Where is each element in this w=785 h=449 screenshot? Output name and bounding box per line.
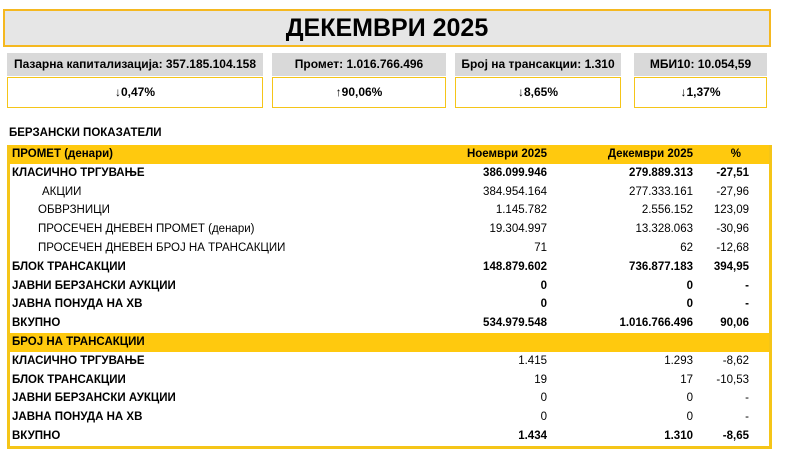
cell-lab: ЈАВНИ БЕРЗАНСКИ АУКЦИИ bbox=[12, 279, 176, 292]
cell-nov: 19.304.997 bbox=[489, 223, 547, 236]
transactions-header: БРОЈ НА ТРАНСАКЦИИ bbox=[10, 332, 769, 352]
cell-pct: -12,68 bbox=[716, 241, 749, 254]
table-row: АКЦИИ 384.954.164 277.333.161 -27,96 bbox=[10, 183, 769, 202]
cell-pct: 90,06 bbox=[720, 317, 749, 330]
stat-label: Број на трансакции: 1.310 bbox=[455, 53, 621, 76]
stat-change: ↓0,47% bbox=[7, 77, 263, 108]
stat-change: ↓8,65% bbox=[455, 77, 621, 108]
cell-nov: 1.145.782 bbox=[495, 204, 547, 217]
cell-dec: 0 bbox=[686, 279, 693, 292]
indicators-table: ПРОМЕТ (денари) Ноември 2025 Декември 20… bbox=[7, 145, 772, 449]
cell-lab: БЛОК ТРАНСАКЦИИ bbox=[12, 373, 126, 386]
table-row: КЛАСИЧНО ТРГУВАЊЕ 1.415 1.293 -8,62 bbox=[10, 352, 769, 371]
cell-pct: - bbox=[745, 392, 749, 405]
cell-nov: 386.099.946 bbox=[483, 166, 547, 179]
cell-nov: 0 bbox=[540, 392, 547, 405]
stat-transactions: Број на трансакции: 1.310 ↓8,65% bbox=[455, 53, 621, 108]
cell-lab: ЈАВНА ПОНУДА НА ХВ bbox=[12, 298, 143, 311]
cell-lab: ПРОСЕЧЕН ДНЕВЕН ПРОМЕТ (денари) bbox=[38, 223, 255, 236]
table-header: ПРОМЕТ (денари) Ноември 2025 Декември 20… bbox=[10, 145, 769, 164]
cell-dec: 13.328.063 bbox=[635, 223, 693, 236]
cell-dec: 279.889.313 bbox=[629, 166, 693, 179]
cell-pct: - bbox=[745, 279, 749, 292]
cell-nov: 0 bbox=[540, 411, 547, 424]
cell-pct: -8,62 bbox=[722, 354, 749, 367]
stat-mbi10: МБИ10: 10.054,59 ↓1,37% bbox=[634, 53, 767, 108]
cell-pct: -30,96 bbox=[716, 223, 749, 236]
cell-dec: 277.333.161 bbox=[629, 185, 693, 198]
cell-dec: 1.016.766.496 bbox=[619, 317, 693, 330]
table-row: ЈАВНИ БЕРЗАНСКИ АУКЦИИ 0 0 - bbox=[10, 277, 769, 296]
table-row: КЛАСИЧНО ТРГУВАЊЕ 386.099.946 279.889.313 -… bbox=[10, 164, 769, 183]
cell-nov: 0 bbox=[540, 298, 547, 311]
table-row: ПРОСЕЧЕН ДНЕВЕН БРОЈ НА ТРАНСАКЦИИ 71 62 -1… bbox=[10, 239, 769, 258]
cell-pct: 123,09 bbox=[713, 204, 749, 217]
cell-nov: 148.879.602 bbox=[483, 260, 547, 273]
cell-pct: - bbox=[745, 411, 749, 424]
cell-pct: - bbox=[745, 298, 749, 311]
header-pct: % bbox=[730, 148, 741, 160]
cell-pct: -10,53 bbox=[716, 373, 749, 386]
header-label: БРОЈ НА ТРАНСАКЦИИ bbox=[12, 335, 145, 348]
cell-pct: -27,96 bbox=[716, 185, 749, 198]
cell-pct: -8,65 bbox=[722, 429, 749, 442]
table-row: ЈАВНА ПОНУДА НА ХВ 0 0 - bbox=[10, 295, 769, 314]
cell-lab: ВКУПНО bbox=[12, 317, 61, 330]
cell-lab: ЈАВНА ПОНУДА НА ХВ bbox=[12, 411, 143, 424]
cell-dec: 17 bbox=[680, 373, 693, 386]
stat-change: ↑90,06% bbox=[272, 77, 446, 108]
cell-nov: 1.415 bbox=[518, 354, 547, 367]
cell-lab: АКЦИИ bbox=[42, 185, 82, 198]
stat-turnover: Промет: 1.016.766.496 ↑90,06% bbox=[272, 53, 446, 108]
header-nov: Ноември 2025 bbox=[466, 148, 547, 160]
cell-nov: 384.954.164 bbox=[483, 185, 547, 198]
cell-lab: КЛАСИЧНО ТРГУВАЊЕ bbox=[12, 354, 145, 367]
cell-dec: 0 bbox=[686, 411, 693, 424]
cell-dec: 736.877.183 bbox=[629, 260, 693, 273]
stat-label: Промет: 1.016.766.496 bbox=[272, 53, 446, 76]
cell-lab: ОБВРЗНИЦИ bbox=[38, 204, 110, 217]
cell-nov: 19 bbox=[534, 373, 547, 386]
header-label: ПРОМЕТ (денари) bbox=[12, 148, 113, 160]
cell-nov: 534.979.548 bbox=[483, 317, 547, 330]
cell-lab: КЛАСИЧНО ТРГУВАЊЕ bbox=[12, 166, 145, 179]
stat-label: Пазарна капитализација: 357.185.104.158 bbox=[7, 53, 263, 76]
stat-market-cap: Пазарна капитализација: 357.185.104.158 … bbox=[7, 53, 263, 108]
stat-change: ↓1,37% bbox=[634, 77, 767, 108]
cell-nov: 1.434 bbox=[518, 429, 547, 442]
cell-dec: 62 bbox=[680, 241, 693, 254]
cell-lab: ЈАВНИ БЕРЗАНСКИ АУКЦИИ bbox=[12, 392, 176, 405]
stat-label: МБИ10: 10.054,59 bbox=[634, 53, 767, 76]
cell-dec: 1.310 bbox=[664, 429, 693, 442]
table-row: ВКУПНО 534.979.548 1.016.766.496 90,06 bbox=[10, 314, 769, 333]
table-row: ЈАВНА ПОНУДА НА ХВ 0 0 - bbox=[10, 408, 769, 427]
cell-dec: 2.556.152 bbox=[641, 204, 693, 217]
cell-dec: 1.293 bbox=[664, 354, 693, 367]
table-row: БЛОК ТРАНСАКЦИИ 19 17 -10,53 bbox=[10, 371, 769, 390]
table-row: ОБВРЗНИЦИ 1.145.782 2.556.152 123,09 bbox=[10, 201, 769, 220]
table-row: БЛОК ТРАНСАКЦИИ 148.879.602 736.877.183 394… bbox=[10, 258, 769, 277]
cell-lab: БЛОК ТРАНСАКЦИИ bbox=[12, 260, 126, 273]
cell-lab: ВКУПНО bbox=[12, 429, 61, 442]
table-row: ЈАВНИ БЕРЗАНСКИ АУКЦИИ 0 0 - bbox=[10, 389, 769, 408]
cell-dec: 0 bbox=[686, 298, 693, 311]
section-title: БЕРЗАНСКИ ПОКАЗАТЕЛИ bbox=[9, 127, 162, 139]
table-row: ПРОСЕЧЕН ДНЕВЕН ПРОМЕТ (денари) 19.304.99… bbox=[10, 220, 769, 239]
cell-pct: 394,95 bbox=[713, 260, 749, 273]
cell-pct: -27,51 bbox=[716, 166, 749, 179]
cell-lab: ПРОСЕЧЕН ДНЕВЕН БРОЈ НА ТРАНСАКЦИИ bbox=[38, 241, 286, 254]
cell-dec: 0 bbox=[686, 392, 693, 405]
cell-nov: 71 bbox=[534, 241, 547, 254]
page-title: ДЕКЕМВРИ 2025 bbox=[3, 9, 771, 47]
table-row: ВКУПНО 1.434 1.310 -8,65 bbox=[10, 427, 769, 446]
cell-nov: 0 bbox=[540, 279, 547, 292]
header-dec: Декември 2025 bbox=[607, 148, 693, 160]
